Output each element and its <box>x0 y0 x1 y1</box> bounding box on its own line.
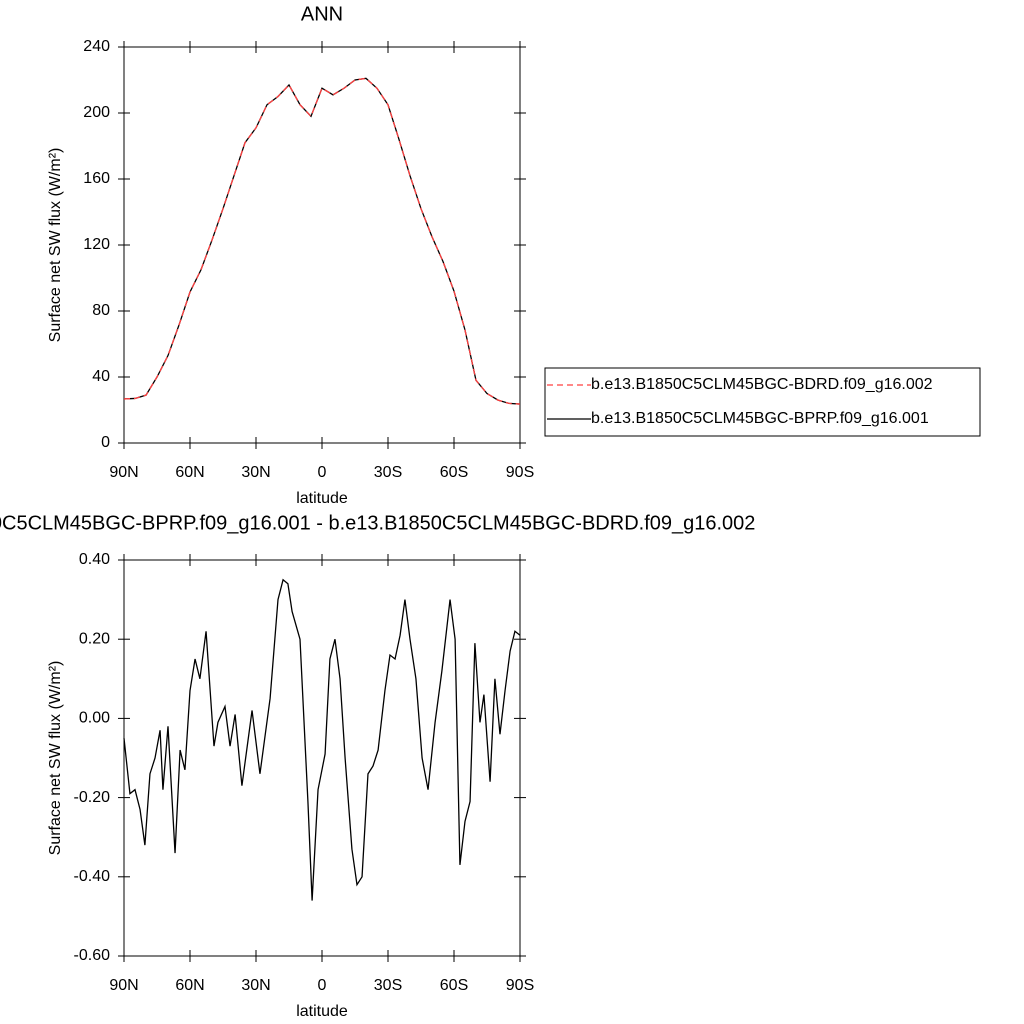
y-tick-label: 40 <box>92 368 110 385</box>
x-tick-label: 60N <box>175 977 204 994</box>
legend-label: b.e13.B1850C5CLM45BGC-BDRD.f09_g16.002 <box>591 376 933 393</box>
x-tick-label: 0 <box>318 464 327 481</box>
x-axis-label: latitude <box>296 490 348 507</box>
x-tick-label: 30N <box>241 977 270 994</box>
x-tick-label: 30S <box>374 977 402 994</box>
y-axis-label: Surface net SW flux (W/m²) <box>47 148 64 343</box>
x-axis-label: latitude <box>296 1003 348 1020</box>
y-tick-label: 120 <box>83 236 110 253</box>
x-tick-label: 90S <box>506 977 534 994</box>
chart-title: ANN <box>301 3 343 25</box>
y-tick-label: 240 <box>83 38 110 55</box>
x-tick-label: 60S <box>440 464 468 481</box>
plot-frame <box>123 46 521 444</box>
x-tick-label: 60S <box>440 977 468 994</box>
data-line <box>123 77 521 405</box>
legend-box <box>544 367 981 437</box>
x-tick-label: 30S <box>374 464 402 481</box>
x-tick-label: 0 <box>318 977 327 994</box>
plot-frame <box>123 559 521 957</box>
x-tick-label: 90S <box>506 464 534 481</box>
legend-label: b.e13.B1850C5CLM45BGC-BPRP.f09_g16.001 <box>591 410 929 427</box>
y-tick-label: 200 <box>83 104 110 121</box>
data-line <box>123 578 521 901</box>
y-tick-label: 80 <box>92 302 110 319</box>
x-tick-label: 90N <box>109 464 138 481</box>
y-axis-label: Surface net SW flux (W/m²) <box>47 661 64 856</box>
data-line <box>123 77 521 405</box>
y-tick-label: -0.60 <box>74 947 111 964</box>
y-tick-label: 160 <box>83 170 110 187</box>
x-tick-label: 60N <box>175 464 204 481</box>
chart-title: b.e13.B1850C5CLM45BGC-BPRP.f09_g16.001 -… <box>0 512 755 534</box>
y-tick-label: 0.20 <box>79 630 110 647</box>
y-tick-label: -0.20 <box>74 789 111 806</box>
y-tick-label: 0 <box>101 434 110 451</box>
y-tick-label: -0.40 <box>74 868 111 885</box>
x-tick-label: 30N <box>241 464 270 481</box>
y-tick-label: 0.40 <box>79 551 110 568</box>
y-tick-label: 0.00 <box>79 710 110 727</box>
x-tick-label: 90N <box>109 977 138 994</box>
